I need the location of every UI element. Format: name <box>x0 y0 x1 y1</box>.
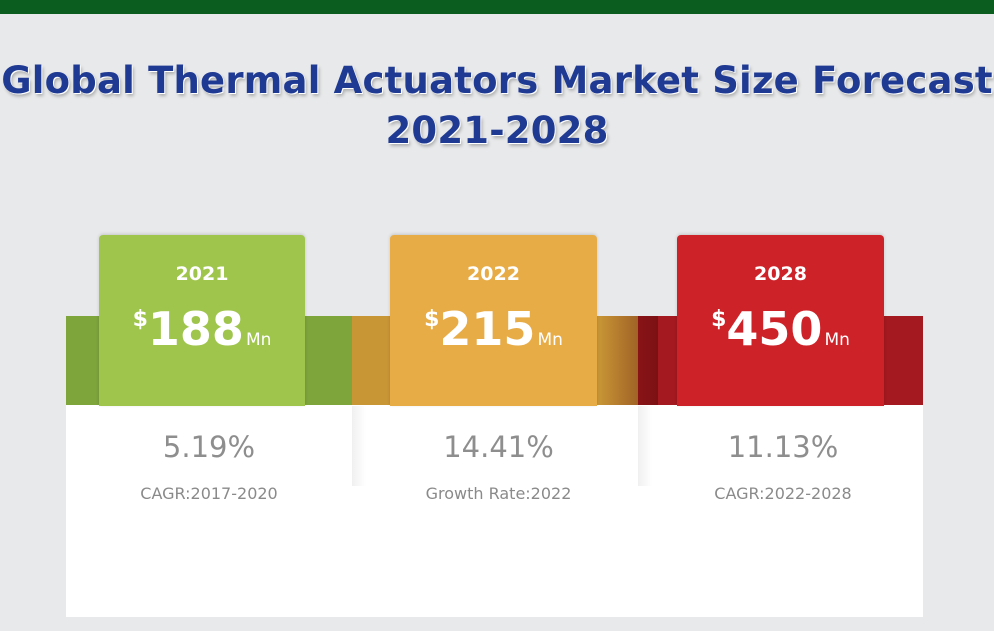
card-value: $450 Mn <box>677 301 884 357</box>
top-bar <box>0 0 994 14</box>
page-title: Global Thermal Actuators Market Size For… <box>0 56 994 156</box>
value-unit: Mn <box>537 330 563 350</box>
title-line-2: 2021-2028 <box>385 109 609 152</box>
stat-label-3: CAGR:2022-2028 <box>714 484 852 503</box>
divider-shadow-2 <box>638 406 652 486</box>
card-2022: 2022 $215 Mn <box>390 235 597 406</box>
card-year: 2021 <box>175 263 229 285</box>
currency-symbol: $ <box>711 307 727 332</box>
value-number: 450 <box>726 302 823 356</box>
stat-percent-1: 5.19% <box>162 430 256 464</box>
value-unit: Mn <box>824 330 850 350</box>
title-line-1: Global Thermal Actuators Market Size For… <box>1 59 993 102</box>
value-number: 215 <box>439 302 536 356</box>
stat-percent-3: 11.13% <box>727 430 839 464</box>
value-number: 188 <box>147 302 244 356</box>
value-unit: Mn <box>245 330 272 350</box>
stat-percent-2: 14.41% <box>443 430 554 464</box>
divider-shadow-1 <box>352 406 366 486</box>
card-year: 2022 <box>467 263 520 285</box>
card-value: $188 Mn <box>99 301 305 357</box>
stat-label-2: Growth Rate:2022 <box>425 484 572 503</box>
band-shade-red <box>598 316 658 406</box>
card-year: 2028 <box>754 263 807 285</box>
currency-symbol: $ <box>424 307 440 332</box>
card-value: $215 Mn <box>390 301 597 357</box>
stat-label-1: CAGR:2017-2020 <box>140 484 278 503</box>
stats-panel <box>66 405 923 617</box>
card-2021: 2021 $188 Mn <box>99 235 305 406</box>
currency-symbol: $ <box>132 307 148 332</box>
card-2028: 2028 $450 Mn <box>677 235 884 406</box>
